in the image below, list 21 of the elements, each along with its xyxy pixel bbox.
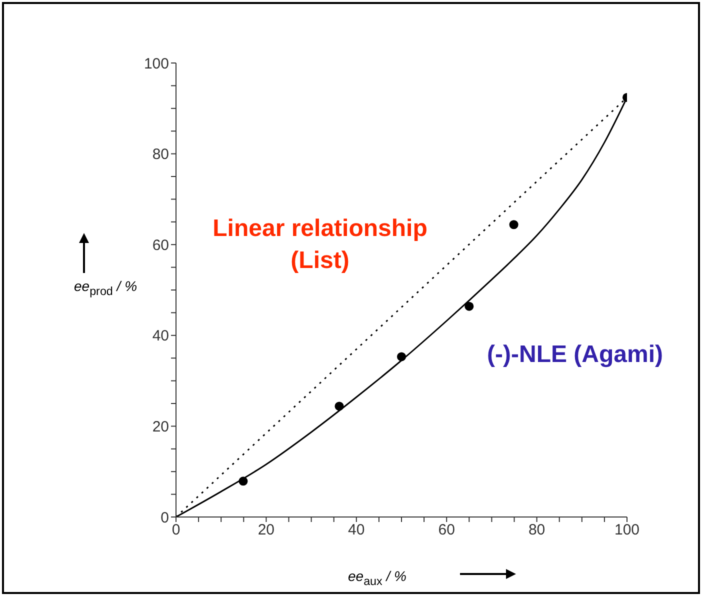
- x-tick-label: 20: [258, 522, 275, 539]
- y-tick-label: 0: [160, 509, 169, 526]
- point: [238, 476, 248, 486]
- annotation: (-)-NLE (Agami): [487, 340, 663, 370]
- x-tick-label: 100: [614, 522, 640, 539]
- y-axis-title: ee$_{prod}$ / %: [74, 278, 138, 298]
- point: [464, 302, 474, 311]
- y-tick-label: 80: [152, 146, 169, 164]
- point: [509, 220, 518, 230]
- y-tick-label: 100: [144, 55, 169, 72]
- x-tick-label: 80: [528, 522, 546, 539]
- y-tick-label: 60: [152, 236, 169, 254]
- x-tick-label: 60: [438, 522, 455, 539]
- y-tick-label: 40: [152, 328, 169, 345]
- annotation: Linear relationship (List): [212, 214, 428, 276]
- point: [334, 402, 344, 411]
- x-axis-title: ee$_{aux}$ / %: [348, 568, 406, 588]
- point: [396, 352, 406, 362]
- x-tick-label: 0: [172, 522, 180, 539]
- y-tick-label: 20: [152, 418, 169, 436]
- x-tick-label: 40: [348, 522, 365, 539]
